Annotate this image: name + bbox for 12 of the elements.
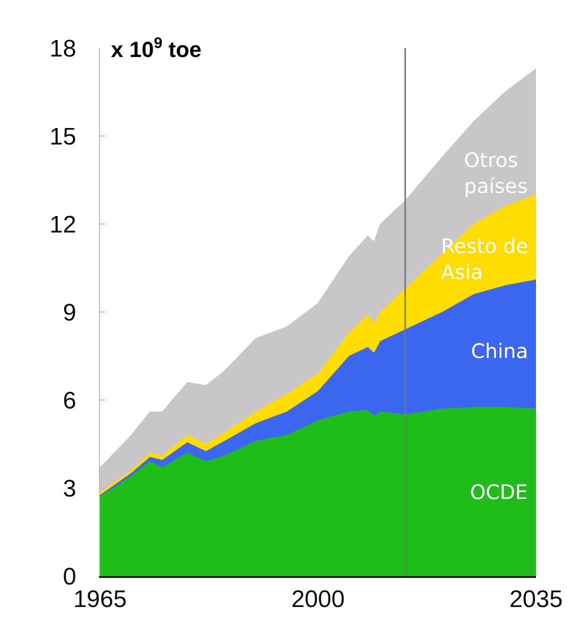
x-tick-label: 2035 bbox=[509, 586, 563, 613]
y-tick-label: 6 bbox=[62, 387, 76, 414]
y-tick-label: 18 bbox=[49, 35, 76, 62]
y-tick-label: 15 bbox=[49, 123, 76, 150]
y-tick-label: 3 bbox=[62, 475, 76, 502]
series-label: Otros países bbox=[464, 148, 528, 198]
y-tick-label: 9 bbox=[62, 299, 76, 326]
series-label: OCDE bbox=[470, 480, 528, 504]
x-tick-label: 2000 bbox=[291, 586, 345, 613]
y-axis-title: x 10$^{9}$ toe bbox=[111, 35, 202, 62]
y-tick-label: 12 bbox=[49, 211, 76, 238]
series-label: China bbox=[471, 339, 528, 363]
